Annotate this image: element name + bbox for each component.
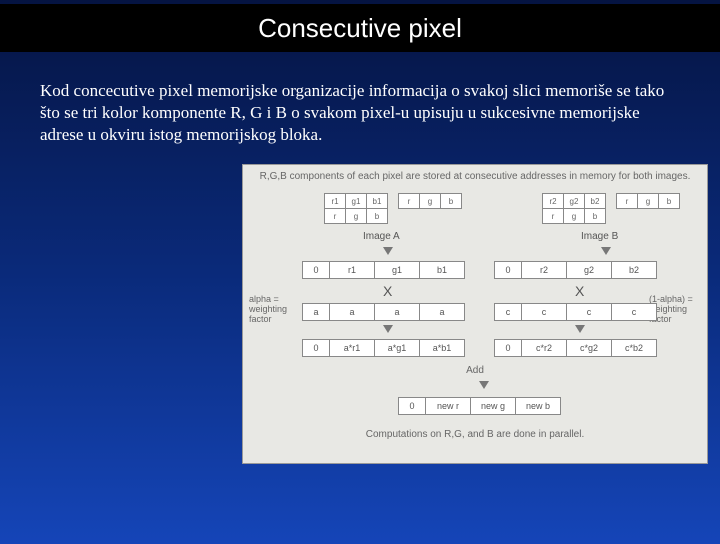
cell: a*r1 <box>329 339 375 357</box>
cell: g <box>637 193 659 209</box>
arrow-icon <box>575 325 585 333</box>
cell: g2 <box>563 193 585 209</box>
cell: r <box>542 208 564 224</box>
strip-3-left: 0 a*r1 a*g1 a*b1 <box>303 339 465 357</box>
cell: b2 <box>611 261 657 279</box>
cell: new r <box>425 397 471 415</box>
cell: a*b1 <box>419 339 465 357</box>
diagram-caption-top: R,G,B components of each pixel are store… <box>243 171 707 182</box>
add-label: Add <box>243 365 707 376</box>
strip-3-right: 0 c*r2 c*g2 c*b2 <box>495 339 657 357</box>
cell: c*b2 <box>611 339 657 357</box>
title-bar: Consecutive pixel <box>0 4 720 52</box>
cell: 0 <box>398 397 426 415</box>
cell: a <box>302 303 330 321</box>
memory-diagram: R,G,B components of each pixel are store… <box>242 164 708 464</box>
strip-1-left: 0 r1 g1 b1 <box>303 261 465 279</box>
image-b-label: Image B <box>581 231 618 242</box>
cell: a*g1 <box>374 339 420 357</box>
cell: c <box>521 303 567 321</box>
cell: b <box>584 208 606 224</box>
cell: g <box>563 208 585 224</box>
alpha-label: alpha = weighting factor <box>249 295 299 325</box>
cell: r1 <box>324 193 346 209</box>
cell: b1 <box>366 193 388 209</box>
slide-title: Consecutive pixel <box>258 13 462 44</box>
cell: g2 <box>566 261 612 279</box>
cell: 0 <box>302 339 330 357</box>
cell: r1 <box>329 261 375 279</box>
cell: r2 <box>521 261 567 279</box>
pixel-grid-a: r1 g1 b1 r g b r g b <box>325 193 462 224</box>
strip-2-right: c c c c <box>495 303 657 321</box>
cell: r <box>324 208 346 224</box>
cell: g <box>419 193 441 209</box>
pixel-grid-b: r2 g2 b2 r g b r g b <box>543 193 680 224</box>
arrow-icon <box>601 247 611 255</box>
cell: b2 <box>584 193 606 209</box>
cell: c <box>494 303 522 321</box>
cell: g1 <box>374 261 420 279</box>
cell: c <box>611 303 657 321</box>
multiply-icon: X <box>575 283 584 299</box>
arrow-icon <box>383 247 393 255</box>
arrow-icon <box>479 381 489 389</box>
image-a-label: Image A <box>363 231 400 242</box>
cell: g <box>345 208 367 224</box>
cell: r <box>398 193 420 209</box>
multiply-icon: X <box>383 283 392 299</box>
diagram-caption-bottom: Computations on R,G, and B are done in p… <box>243 429 707 440</box>
arrow-icon <box>383 325 393 333</box>
cell: c <box>566 303 612 321</box>
cell: a <box>374 303 420 321</box>
cell: c*g2 <box>566 339 612 357</box>
cell: r <box>616 193 638 209</box>
cell: 0 <box>494 339 522 357</box>
cell: b <box>658 193 680 209</box>
cell: 0 <box>302 261 330 279</box>
strip-1-right: 0 r2 g2 b2 <box>495 261 657 279</box>
cell: new b <box>515 397 561 415</box>
cell: g1 <box>345 193 367 209</box>
cell: r2 <box>542 193 564 209</box>
strip-2-left: a a a a <box>303 303 465 321</box>
cell: b <box>440 193 462 209</box>
cell: 0 <box>494 261 522 279</box>
strip-result: 0 new r new g new b <box>399 397 561 415</box>
cell: a <box>329 303 375 321</box>
slide-paragraph: Kod concecutive pixel memorijske organiz… <box>0 52 720 164</box>
cell: c*r2 <box>521 339 567 357</box>
cell: new g <box>470 397 516 415</box>
cell: b1 <box>419 261 465 279</box>
diagram-container: R,G,B components of each pixel are store… <box>0 164 720 464</box>
cell: b <box>366 208 388 224</box>
cell: a <box>419 303 465 321</box>
